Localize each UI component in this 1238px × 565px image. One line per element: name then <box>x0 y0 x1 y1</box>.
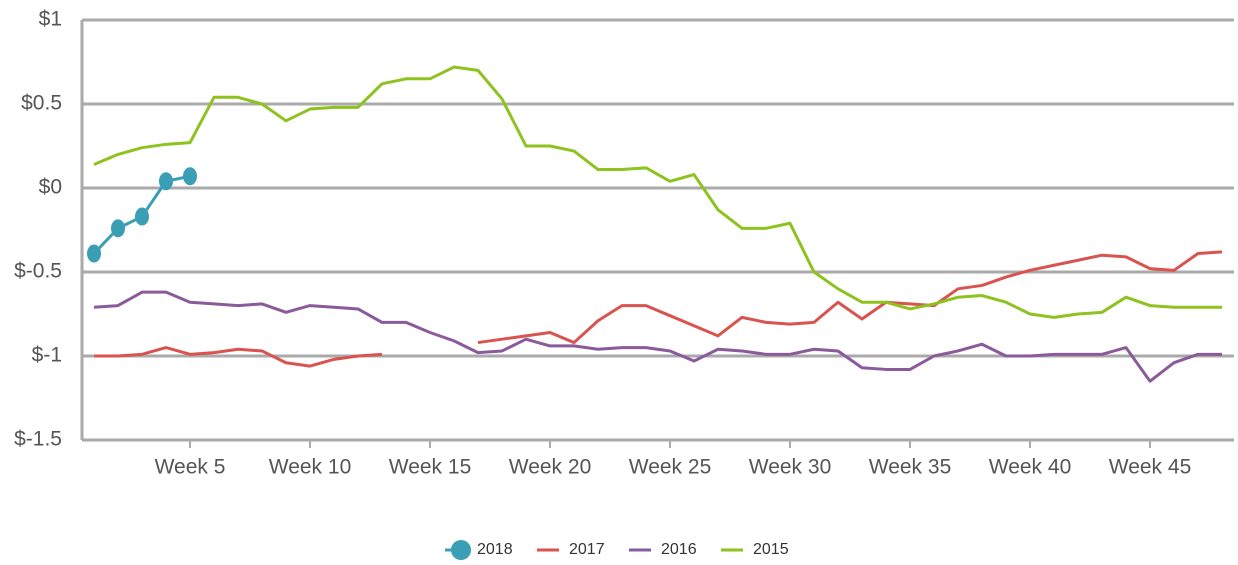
x-tick-label: Week 30 <box>749 456 832 479</box>
series-line <box>93 65 1222 319</box>
y-tick-label: $-1.5 <box>14 428 62 451</box>
legend-label: 2016 <box>661 541 697 558</box>
x-tick-label: Week 15 <box>389 456 472 479</box>
legend-label: 2015 <box>753 541 789 558</box>
series-line <box>93 290 1222 383</box>
legend-label: 2017 <box>569 541 605 558</box>
point <box>111 219 125 238</box>
point <box>183 167 197 186</box>
legend-label: 2018 <box>477 541 513 558</box>
x-tick-label: Week 20 <box>509 456 592 479</box>
legend-marker <box>451 540 471 560</box>
point <box>135 207 149 226</box>
series-line <box>94 250 1223 368</box>
x-tick-label: Week 5 <box>155 456 226 479</box>
x-tick-label: Week 35 <box>869 456 952 479</box>
y-tick-label: $-1 <box>32 344 62 367</box>
x-tick-label: Week 10 <box>269 456 352 479</box>
x-tick-label: Week 40 <box>989 456 1072 479</box>
y-tick-label: $1 <box>39 8 62 31</box>
point <box>159 172 173 191</box>
x-tick-label: Week 25 <box>629 456 712 479</box>
point <box>87 244 101 263</box>
y-tick-label: $0.5 <box>21 92 62 115</box>
y-tick-label: $0 <box>39 176 62 199</box>
y-tick-label: $-0.5 <box>14 260 62 283</box>
x-tick-label: Week 45 <box>1109 456 1192 479</box>
